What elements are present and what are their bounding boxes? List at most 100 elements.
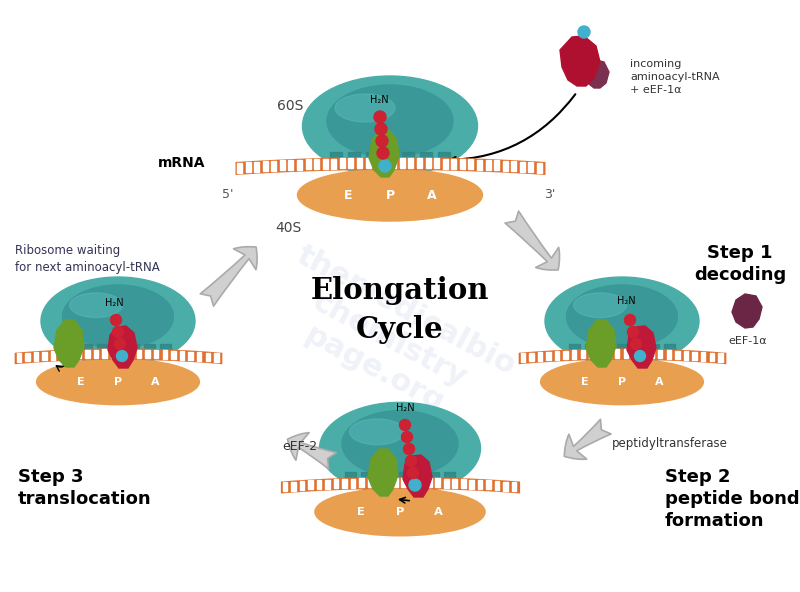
Ellipse shape xyxy=(298,169,482,221)
Polygon shape xyxy=(108,326,137,368)
Text: E: E xyxy=(344,188,352,201)
Bar xyxy=(411,472,422,480)
Bar xyxy=(546,352,550,360)
Bar xyxy=(426,158,430,168)
Ellipse shape xyxy=(319,403,481,494)
Bar xyxy=(42,352,46,360)
Bar xyxy=(664,344,674,351)
Circle shape xyxy=(578,26,590,38)
Bar xyxy=(385,478,389,487)
Bar xyxy=(615,349,619,358)
Bar xyxy=(617,344,627,351)
Bar xyxy=(648,344,659,351)
Bar xyxy=(529,353,534,361)
Bar xyxy=(502,161,508,170)
Bar xyxy=(128,349,133,358)
Circle shape xyxy=(634,350,646,362)
Bar xyxy=(495,481,499,490)
Ellipse shape xyxy=(541,359,703,405)
Bar xyxy=(77,350,81,358)
Bar xyxy=(718,353,722,362)
Ellipse shape xyxy=(41,277,195,365)
Bar xyxy=(420,152,432,160)
Bar xyxy=(512,482,517,491)
Text: E: E xyxy=(582,377,589,387)
Bar xyxy=(271,161,276,170)
Bar xyxy=(97,344,107,351)
Bar xyxy=(314,159,319,169)
Bar xyxy=(710,353,714,361)
Bar xyxy=(206,353,210,361)
Circle shape xyxy=(403,443,414,455)
Bar xyxy=(349,158,354,168)
Ellipse shape xyxy=(574,293,626,317)
Text: Ribosome waiting
for next aminoacyl-tRNA: Ribosome waiting for next aminoacyl-tRNA xyxy=(15,244,160,274)
Text: Elongation
Cycle: Elongation Cycle xyxy=(311,276,489,343)
Bar xyxy=(400,158,405,168)
Circle shape xyxy=(113,327,123,337)
Circle shape xyxy=(376,135,388,147)
Text: Step 3
translocation: Step 3 translocation xyxy=(18,468,152,508)
Bar xyxy=(189,352,193,360)
Circle shape xyxy=(375,123,387,135)
Bar xyxy=(598,349,602,358)
Text: A: A xyxy=(150,377,159,387)
Text: 60S: 60S xyxy=(277,99,303,113)
Bar xyxy=(113,344,123,351)
Bar xyxy=(641,349,646,358)
Bar xyxy=(357,158,362,168)
Bar xyxy=(102,349,107,358)
Bar xyxy=(453,479,457,488)
Bar xyxy=(444,478,449,488)
Polygon shape xyxy=(369,130,399,177)
Bar xyxy=(254,162,259,172)
Text: Step 1
decoding: Step 1 decoding xyxy=(694,244,786,284)
Text: A: A xyxy=(427,188,437,201)
Polygon shape xyxy=(586,320,616,367)
Bar xyxy=(129,344,139,351)
Bar xyxy=(451,159,456,169)
Text: eEF-1α: eEF-1α xyxy=(729,336,767,346)
Text: E: E xyxy=(78,377,85,387)
Circle shape xyxy=(402,432,413,442)
Bar xyxy=(632,349,637,358)
Bar xyxy=(675,350,680,359)
Bar xyxy=(438,152,450,160)
Circle shape xyxy=(117,350,127,362)
Bar xyxy=(345,472,356,480)
Bar xyxy=(34,352,38,361)
Polygon shape xyxy=(54,320,84,367)
Bar xyxy=(334,479,338,488)
Bar xyxy=(435,478,440,487)
Polygon shape xyxy=(368,449,398,496)
Bar xyxy=(529,162,534,172)
Bar xyxy=(180,351,184,359)
Bar xyxy=(555,351,559,359)
Circle shape xyxy=(627,327,638,337)
Ellipse shape xyxy=(62,285,174,348)
Bar xyxy=(86,350,90,358)
Bar xyxy=(81,344,91,351)
Bar xyxy=(246,162,250,172)
Bar xyxy=(366,152,378,160)
Bar xyxy=(428,472,438,480)
Circle shape xyxy=(377,147,389,159)
Text: Step 2
peptide bond
formation: Step 2 peptide bond formation xyxy=(665,468,800,530)
Bar xyxy=(633,344,643,351)
Bar xyxy=(701,352,706,361)
Bar xyxy=(511,161,516,171)
Bar xyxy=(300,481,304,490)
Bar xyxy=(25,353,30,361)
Bar xyxy=(418,478,423,487)
Ellipse shape xyxy=(302,76,478,176)
Bar xyxy=(362,472,373,480)
Ellipse shape xyxy=(342,411,458,477)
Bar xyxy=(154,350,158,358)
Bar xyxy=(537,163,542,173)
Bar xyxy=(478,480,482,489)
Ellipse shape xyxy=(335,94,395,122)
Bar xyxy=(162,350,167,359)
Text: E: E xyxy=(358,507,366,517)
Circle shape xyxy=(409,479,421,491)
Text: H₂N: H₂N xyxy=(370,95,388,105)
